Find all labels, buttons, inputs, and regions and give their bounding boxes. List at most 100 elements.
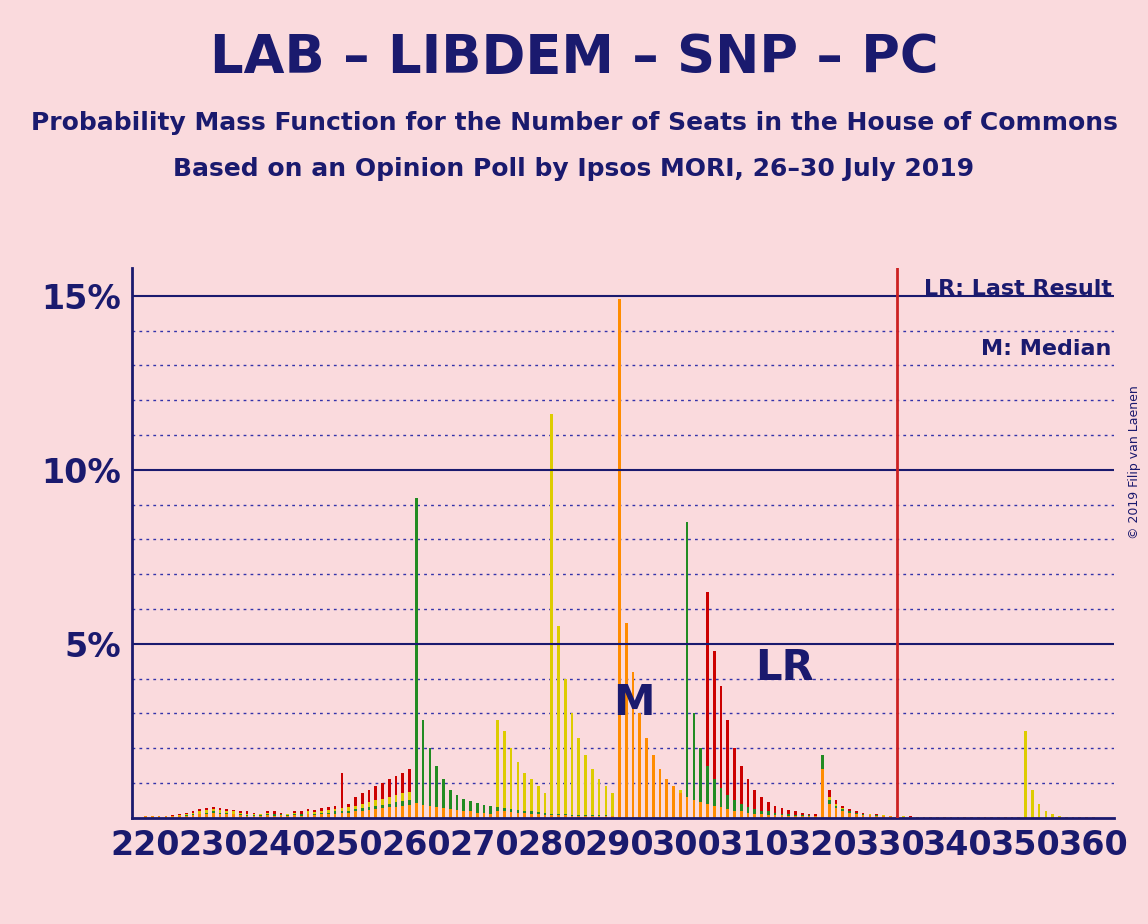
Bar <box>862 814 864 818</box>
Bar <box>367 790 371 818</box>
Bar <box>537 814 540 818</box>
Bar <box>205 810 208 818</box>
Bar <box>246 816 248 818</box>
Bar <box>685 810 689 818</box>
Bar <box>734 808 736 818</box>
Text: M: Median: M: Median <box>982 339 1111 359</box>
Bar <box>402 772 404 818</box>
Bar <box>482 813 486 818</box>
Bar <box>212 812 215 818</box>
Bar <box>638 812 641 818</box>
Bar <box>388 780 390 818</box>
Bar <box>171 815 174 818</box>
Bar <box>286 813 289 818</box>
Bar <box>666 783 668 818</box>
Bar <box>673 786 675 818</box>
Bar <box>320 808 323 818</box>
Bar <box>652 755 654 818</box>
Bar <box>239 814 242 818</box>
Text: Probability Mass Function for the Number of Seats in the House of Commons: Probability Mass Function for the Number… <box>31 111 1117 135</box>
Bar <box>909 817 912 818</box>
Bar <box>199 814 201 818</box>
Bar <box>788 814 790 818</box>
Bar <box>720 804 722 818</box>
Bar <box>720 788 722 818</box>
Bar <box>591 815 594 818</box>
Bar <box>869 815 871 818</box>
Bar <box>253 814 255 818</box>
Text: Based on an Opinion Poll by Ipsos MORI, 26–30 July 2019: Based on an Opinion Poll by Ipsos MORI, … <box>173 157 975 181</box>
Bar <box>699 802 701 818</box>
Bar <box>428 800 432 818</box>
Bar <box>463 803 465 818</box>
Bar <box>428 796 432 818</box>
Bar <box>746 808 750 818</box>
Bar <box>517 812 519 818</box>
Bar <box>855 810 858 818</box>
Bar <box>470 805 472 818</box>
Bar <box>232 814 235 818</box>
Bar <box>435 766 439 818</box>
Bar <box>476 803 479 818</box>
Bar <box>1065 817 1068 818</box>
Bar <box>564 814 567 818</box>
Bar <box>164 816 168 818</box>
Bar <box>848 810 851 818</box>
Text: LR: Last Result: LR: Last Result <box>924 279 1111 299</box>
Bar <box>652 814 654 818</box>
Bar <box>638 713 641 818</box>
Bar <box>341 810 343 818</box>
Bar <box>895 816 898 818</box>
Bar <box>862 812 864 818</box>
Bar <box>388 796 390 818</box>
Bar <box>571 815 573 818</box>
Bar <box>814 816 817 818</box>
Bar <box>409 769 411 818</box>
Bar <box>767 802 769 818</box>
Bar <box>266 814 269 818</box>
Bar <box>449 809 451 818</box>
Bar <box>740 811 743 818</box>
Bar <box>152 816 154 818</box>
Bar <box>239 810 242 818</box>
Bar <box>530 809 533 818</box>
Bar <box>530 780 533 818</box>
Bar <box>307 811 309 818</box>
Bar <box>185 814 187 818</box>
Bar <box>591 769 594 818</box>
Bar <box>192 814 194 818</box>
Bar <box>489 806 492 818</box>
Bar <box>145 816 147 818</box>
Bar <box>523 810 526 818</box>
Bar <box>550 811 553 818</box>
Bar <box>192 815 194 818</box>
Bar <box>841 810 844 818</box>
Bar <box>713 650 715 818</box>
Bar <box>807 815 810 818</box>
Bar <box>835 804 837 818</box>
Bar <box>605 815 607 818</box>
Bar <box>814 816 817 818</box>
Bar <box>192 810 194 818</box>
Bar <box>557 814 560 818</box>
Bar <box>523 813 526 818</box>
Bar <box>774 806 776 818</box>
Bar <box>348 808 350 818</box>
Bar <box>740 808 743 818</box>
Bar <box>706 804 708 818</box>
Bar <box>421 798 425 818</box>
Bar <box>916 817 918 818</box>
Bar <box>537 810 540 818</box>
Bar <box>402 801 404 818</box>
Bar <box>781 813 783 818</box>
Bar <box>577 815 580 818</box>
Bar <box>327 814 329 818</box>
Bar <box>334 811 336 818</box>
Bar <box>280 813 282 818</box>
Bar <box>482 805 486 818</box>
Bar <box>902 816 905 818</box>
Bar <box>605 815 607 818</box>
Bar <box>828 804 831 818</box>
Bar <box>164 816 168 818</box>
Bar <box>517 762 519 818</box>
